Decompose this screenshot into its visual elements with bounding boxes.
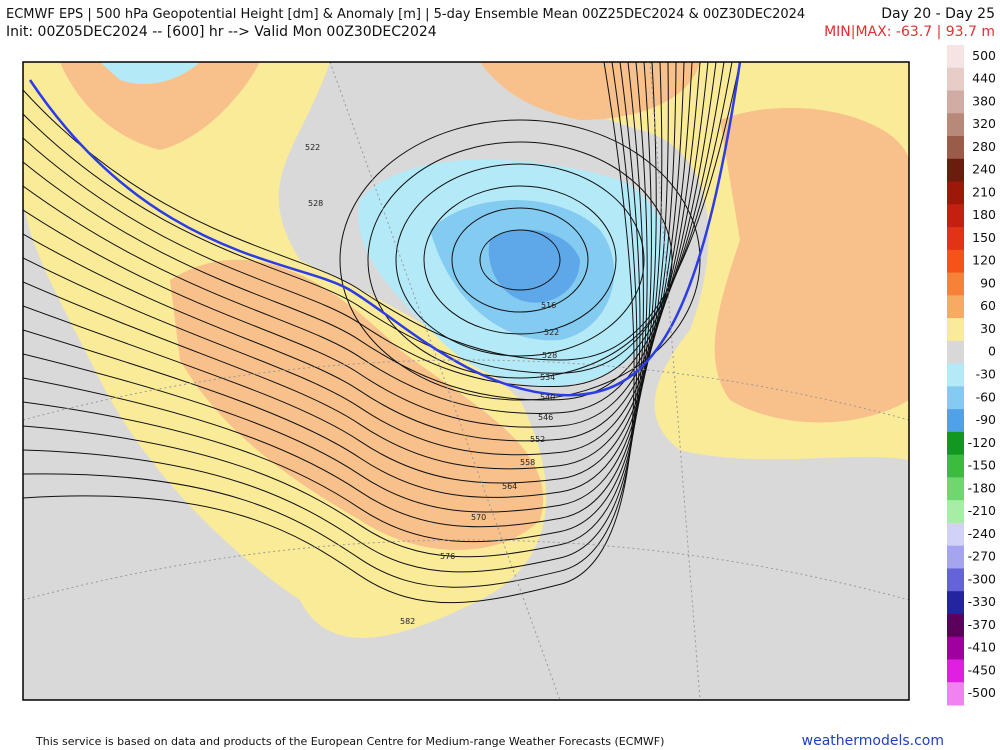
colorbar-label: -270 [968,549,996,564]
colorbar-label: 120 [972,253,996,268]
contour-label: 552 [530,435,545,444]
colorbar-label: -500 [968,685,996,700]
contour [451,207,589,313]
colorbar-swatch [947,613,964,638]
contour [367,141,673,379]
colorbar-label: -120 [968,435,996,450]
colorbar-label: -370 [968,617,996,632]
colorbar-swatch [947,682,964,706]
colorbar-swatch [947,340,964,365]
colorbar-label: -90 [976,412,996,427]
colorbar-label: -300 [968,571,996,586]
colorbar-label: -240 [968,526,996,541]
colorbar-label: 0 [988,344,996,359]
colorbar-swatch [947,45,964,69]
colorbar-swatch [947,249,964,274]
colorbar-swatch [947,158,964,183]
colorbar-swatch [947,477,964,501]
contour [23,62,669,484]
title: ECMWF EPS | 500 hPa Geopotential Height … [6,7,805,22]
colorbar-swatch [947,363,964,387]
footer-notice: This service is based on data and produc… [35,735,664,748]
colorbar-swatch [947,181,964,205]
footer-site[interactable]: weathermodels.com [802,733,944,749]
contour [23,62,663,498]
colorbar-label: 380 [972,93,996,108]
contour-label: 576 [440,552,455,561]
contour [23,62,677,470]
colorbar-label: 320 [972,116,996,131]
contour [423,185,617,335]
contour [23,62,648,543]
colorbar-swatch [947,227,964,251]
colorbar-label: -330 [968,594,996,609]
contour-label: 564 [502,482,517,491]
contour-label: 528 [542,351,557,360]
contour [23,62,693,442]
contour [23,62,652,528]
colorbar-label: 440 [972,71,996,86]
contour [23,62,657,513]
colorbar-label: 150 [972,230,996,245]
contour-label: 540 [540,393,555,402]
colorbar-swatch [947,591,964,615]
colorbar-swatch [947,318,964,342]
contour-label: 570 [471,513,486,522]
colorbar-swatch [947,386,964,410]
contour-label: 558 [520,458,535,467]
colorbar-label: 90 [980,275,996,290]
colorbar-label: -30 [976,367,996,382]
contour-label: 582 [400,617,415,626]
colorbar-label: -210 [968,503,996,518]
contour [23,62,685,456]
colorbar-swatch [947,90,964,114]
minmax: MIN|MAX: -63.7 | 93.7 m [824,24,995,40]
colorbar-label: 60 [980,298,996,313]
contour [23,62,635,604]
colorbar-swatch [947,659,964,683]
colorbar-swatch [947,113,964,137]
colorbar-label: -60 [976,389,996,404]
contour-label: 522 [305,143,320,152]
contour [395,163,645,357]
contour-label: 516 [541,301,556,310]
colorbar-swatch [947,545,964,569]
contour-label: 528 [308,199,323,208]
contour-label: 546 [538,413,553,422]
colorbar-swatch [947,500,964,524]
colorbar-swatch [947,568,964,592]
colorbar-label: 240 [972,162,996,177]
colorbar-label: -450 [968,662,996,677]
contour [339,119,701,401]
colorbar-label: -410 [968,640,996,655]
contour [23,62,644,558]
colorbar-label: 210 [972,184,996,199]
colorbar-swatch [947,67,964,92]
colorbar-label: 180 [972,207,996,222]
colorbar-swatch [947,295,964,319]
colorbar-swatch [947,204,964,228]
contour-label: 522 [544,328,559,337]
colorbar-swatch [947,409,964,433]
colorbar-label: 280 [972,139,996,154]
colorbar-label: -150 [968,458,996,473]
contour [479,229,561,291]
colorbar-swatch [947,431,964,456]
init: Init: 00Z05DEC2024 -- [600] hr --> Valid… [6,24,437,40]
colorbar-label: 30 [980,321,996,336]
colorbar-label: -180 [968,480,996,495]
contour-label: 534 [540,373,555,382]
colorbar-swatch [947,136,964,160]
colorbar-swatch [947,522,964,547]
map [23,62,909,700]
colorbar-swatch [947,454,964,478]
colorbar-label: 500 [972,48,996,63]
colorbar-swatch [947,636,964,660]
period: Day 20 - Day 25 [881,6,995,22]
colorbar-swatch [947,272,964,296]
